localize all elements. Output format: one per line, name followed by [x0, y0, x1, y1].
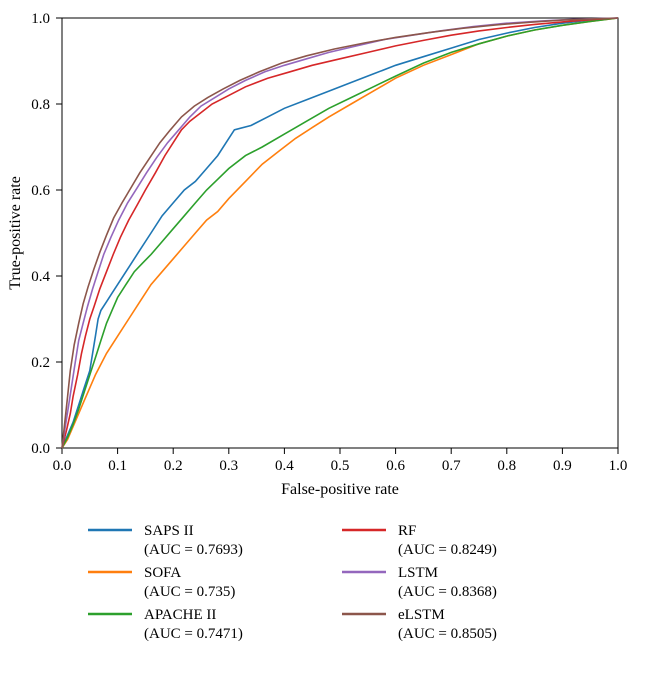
roc-elstm	[62, 18, 618, 448]
legend-auc: (AUC = 0.7693)	[144, 542, 243, 558]
y-tick-label: 0.2	[31, 355, 50, 371]
x-tick-label: 0.8	[497, 458, 516, 474]
roc-saps-ii	[62, 18, 618, 448]
legend-label: SAPS II	[144, 523, 194, 539]
legend-auc: (AUC = 0.8368)	[398, 584, 497, 600]
roc-chart: 0.0 0.1 0.2 0.3 0.4 0.5 0.6 0.7 0.8 0.9 1.0 0.0 0.2 0…	[0, 0, 647, 673]
x-tick-label: 0.2	[164, 458, 183, 474]
y-tick-label: 0.8	[31, 97, 50, 113]
y-tick-label: 0.0	[31, 441, 50, 457]
legend-label: eLSTM	[398, 607, 445, 623]
x-tick-label: 0.7	[442, 458, 461, 474]
legend-auc: (AUC = 0.8249)	[398, 542, 497, 558]
x-tick-label: 0.6	[386, 458, 405, 474]
legend-auc: (AUC = 0.7471)	[144, 626, 243, 642]
plot-frame	[62, 18, 618, 448]
legend-label: SOFA	[144, 565, 181, 581]
x-axis-label: False-positive rate	[281, 481, 399, 498]
legend-auc: (AUC = 0.735)	[144, 584, 235, 600]
roc-sofa	[62, 18, 618, 448]
x-tick-label: 0.1	[108, 458, 127, 474]
x-tick-label: 0.0	[53, 458, 72, 474]
y-tick-label: 0.4	[31, 269, 50, 285]
x-tick-label: 0.5	[331, 458, 350, 474]
x-tick-label: 0.9	[553, 458, 572, 474]
roc-apache-ii	[62, 18, 618, 448]
x-tick-label: 0.4	[275, 458, 294, 474]
legend-auc: (AUC = 0.8505)	[398, 626, 497, 642]
y-axis-label: True-positive rate	[7, 176, 24, 290]
legend-label: LSTM	[398, 565, 438, 581]
x-tick-label: 1.0	[609, 458, 628, 474]
legend-label: APACHE II	[144, 607, 216, 623]
y-tick-label: 1.0	[31, 11, 50, 27]
roc-rf	[62, 18, 618, 448]
y-tick-label: 0.6	[31, 183, 50, 199]
legend-label: RF	[398, 523, 416, 539]
x-tick-label: 0.3	[219, 458, 238, 474]
roc-lstm	[62, 18, 618, 448]
